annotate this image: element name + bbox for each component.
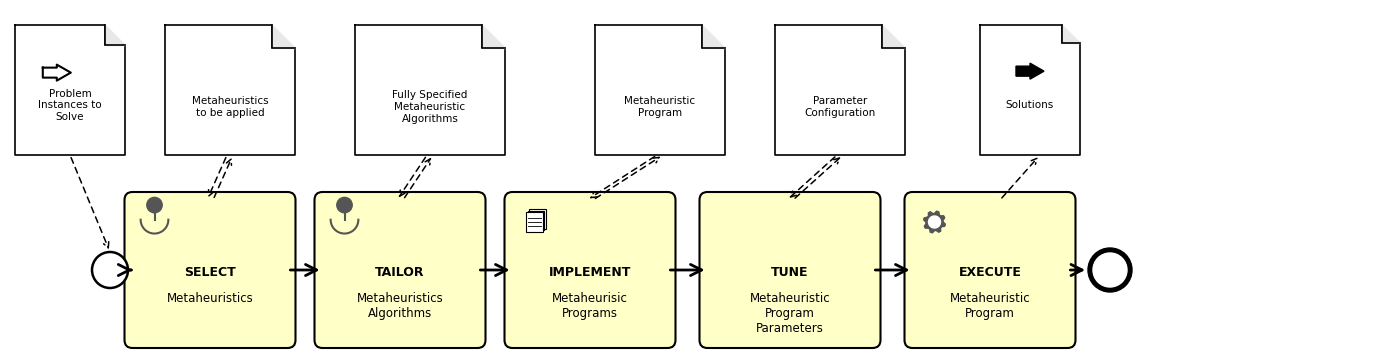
Text: Parameter
Configuration: Parameter Configuration [804, 96, 876, 118]
Polygon shape [929, 216, 940, 228]
Text: Metaheuristics
Algorithms: Metaheuristics Algorithms [357, 292, 443, 320]
Text: Metaheurisic
Programs: Metaheurisic Programs [552, 292, 628, 320]
Circle shape [1088, 248, 1133, 292]
Text: TAILOR: TAILOR [375, 265, 425, 278]
Text: Metaheuristic
Program
Parameters: Metaheuristic Program Parameters [749, 292, 830, 335]
Text: TUNE: TUNE [772, 265, 809, 278]
Polygon shape [272, 25, 295, 48]
Circle shape [92, 252, 128, 288]
Polygon shape [775, 25, 905, 155]
FancyBboxPatch shape [527, 212, 543, 232]
FancyBboxPatch shape [699, 192, 880, 348]
Text: Solutions: Solutions [1006, 99, 1055, 110]
Polygon shape [595, 25, 724, 155]
Text: Metaheuristic
Program: Metaheuristic Program [624, 96, 695, 118]
Polygon shape [1061, 25, 1080, 43]
Text: Metaheuristics
to be applied: Metaheuristics to be applied [192, 96, 269, 118]
Text: IMPLEMENT: IMPLEMENT [549, 265, 631, 278]
Circle shape [146, 197, 162, 213]
Polygon shape [981, 25, 1080, 155]
Circle shape [1094, 253, 1127, 287]
Polygon shape [43, 65, 71, 81]
Circle shape [337, 197, 352, 213]
Polygon shape [702, 25, 724, 48]
Text: SELECT: SELECT [184, 265, 235, 278]
FancyBboxPatch shape [315, 192, 486, 348]
FancyBboxPatch shape [504, 192, 676, 348]
Polygon shape [164, 25, 295, 155]
Polygon shape [15, 25, 125, 155]
Polygon shape [106, 25, 125, 45]
Text: Fully Specified
Metaheuristic
Algorithms: Fully Specified Metaheuristic Algorithms [393, 90, 468, 124]
FancyBboxPatch shape [528, 211, 545, 231]
Text: EXECUTE: EXECUTE [958, 265, 1021, 278]
Polygon shape [1015, 63, 1043, 79]
Polygon shape [882, 25, 905, 48]
Polygon shape [355, 25, 506, 155]
Text: Metaheuristics: Metaheuristics [167, 292, 254, 305]
Text: Metaheuristic
Program: Metaheuristic Program [950, 292, 1031, 320]
Polygon shape [482, 25, 506, 48]
FancyBboxPatch shape [124, 192, 295, 348]
Text: Problem
Instances to
Solve: Problem Instances to Solve [38, 89, 102, 122]
Polygon shape [924, 211, 946, 233]
FancyBboxPatch shape [529, 209, 546, 229]
FancyBboxPatch shape [904, 192, 1075, 348]
